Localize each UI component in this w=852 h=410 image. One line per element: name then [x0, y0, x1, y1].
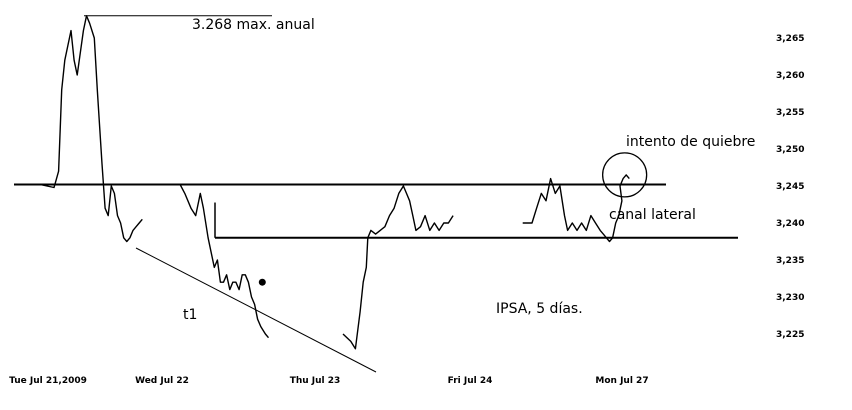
y-tick-label: 3,225	[776, 330, 804, 340]
y-tick-label: 3,250	[776, 145, 804, 155]
break-attempt-circle	[602, 152, 648, 198]
x-tick-label: Tue Jul 21,2009	[9, 376, 87, 386]
level-lines	[14, 15, 738, 373]
x-tick-label: Thu Jul 23	[290, 376, 341, 386]
index-label: IPSA, 5 días.	[496, 301, 583, 317]
y-tick-label: 3,260	[776, 71, 804, 81]
y-tick-label: 3,255	[776, 108, 804, 118]
channel-label: canal lateral	[609, 207, 696, 223]
y-tick-label: 3,245	[776, 182, 804, 192]
trendline-t1	[135, 247, 377, 373]
trend-label: t1	[183, 307, 197, 323]
price-series-3	[342, 185, 454, 350]
y-tick-label: 3,235	[776, 256, 804, 266]
x-tick-label: Fri Jul 24	[448, 376, 493, 386]
annual-max-label: 3.268 max. anual	[192, 17, 315, 33]
price-series-2	[179, 184, 270, 339]
y-axis-ticks: 3,265 3,260 3,255 3,250 3,245 3,240 3,235 3,230…	[776, 34, 804, 340]
point-marker	[258, 278, 266, 286]
y-tick-label: 3,240	[776, 219, 804, 229]
y-tick-label: 3,230	[776, 293, 804, 303]
price-series-1	[39, 15, 143, 243]
x-tick-label: Wed Jul 22	[135, 376, 189, 386]
break-attempt-label: intento de quiebre	[626, 134, 755, 150]
annotations: 3.268 max. anual intento de quiebre cana…	[183, 17, 755, 323]
price-lines	[39, 15, 630, 350]
price-series-4	[522, 174, 630, 243]
y-tick-label: 3,265	[776, 34, 804, 44]
x-axis-ticks: Tue Jul 21,2009 Wed Jul 22 Thu Jul 23 Fri J…	[9, 376, 648, 386]
x-tick-label: Mon Jul 27	[595, 376, 648, 386]
